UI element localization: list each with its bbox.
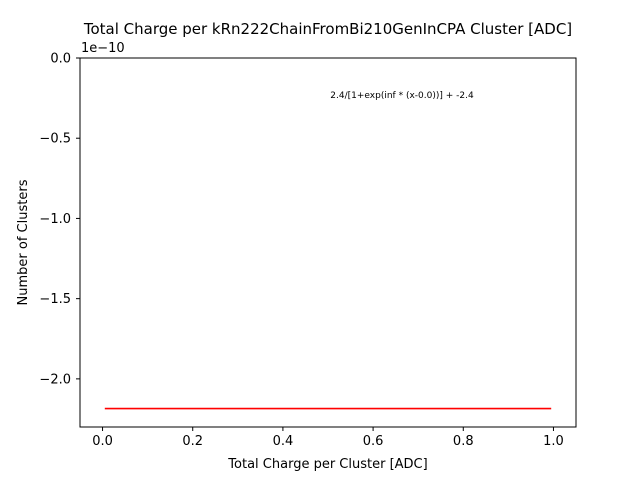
y-tick-label: −0.5 <box>39 132 71 147</box>
y-offset-label: 1e−10 <box>81 41 125 56</box>
x-tick-label: 0.0 <box>92 434 113 449</box>
chart-title: Total Charge per kRn222ChainFromBi210Gen… <box>83 20 572 38</box>
y-tick-label: −1.5 <box>39 292 71 307</box>
x-tick-label: 0.6 <box>363 434 384 449</box>
x-axis-label: Total Charge per Cluster [ADC] <box>227 457 427 472</box>
y-tick-label: −1.0 <box>39 212 71 227</box>
x-tick-label: 1.0 <box>543 434 564 449</box>
x-tick-label: 0.4 <box>273 434 294 449</box>
chart-annotation: 2.4/[1+exp(inf * (x-0.0))] + -2.4 <box>330 91 474 101</box>
y-tick-label: −2.0 <box>39 372 71 387</box>
y-axis-label: Number of Clusters <box>16 179 31 305</box>
x-tick-label: 0.8 <box>453 434 474 449</box>
x-axis-ticks: 0.0 0.2 0.4 0.6 0.8 1.0 <box>92 427 564 449</box>
plot-frame <box>79 57 577 428</box>
x-tick-label: 0.2 <box>182 434 203 449</box>
y-tick-label: 0.0 <box>50 52 71 67</box>
y-axis-ticks: 0.0 −0.5 −1.0 −1.5 −2.0 <box>39 52 80 387</box>
